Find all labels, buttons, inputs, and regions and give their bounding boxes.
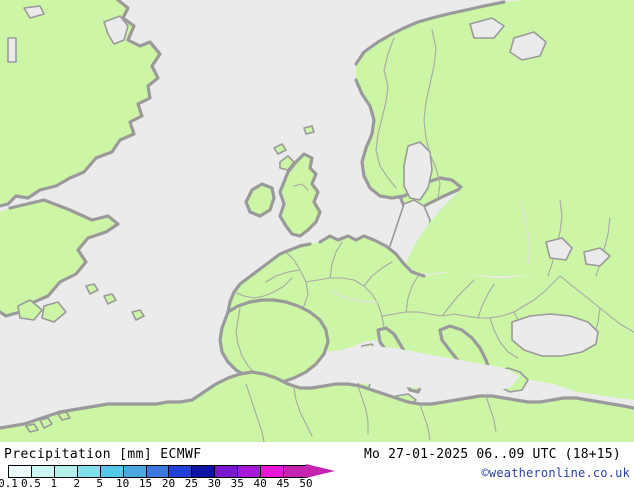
colorbar-tick-label: 20 — [161, 477, 176, 490]
precipitation-map[interactable] — [0, 0, 634, 442]
precipitation-colorbar — [8, 465, 308, 478]
colorbar-bin — [9, 466, 32, 477]
colorbar-bin — [100, 466, 124, 477]
colorbar-bin — [123, 466, 147, 477]
colorbar-tick-label: 10 — [115, 477, 130, 490]
colorbar-tick-label: 0.1 — [0, 477, 18, 490]
colorbar-bin — [215, 466, 239, 477]
landmass-eastern-europe — [406, 180, 634, 277]
landmass-north-africa — [0, 370, 634, 442]
colorbar-tick-label: 15 — [138, 477, 153, 490]
colorbar-tick-label: 40 — [253, 477, 267, 490]
colorbar-bin — [146, 466, 170, 477]
colorbar-bin — [192, 466, 216, 477]
colorbar-tick-label: 45 — [276, 477, 290, 490]
landmass-british-isles — [244, 125, 322, 238]
landmass-iberia — [218, 298, 330, 384]
landmass-atlantic-islands — [85, 283, 145, 321]
colorbar-tick-label: 2 — [73, 477, 81, 490]
legend-title: Precipitation [mm] ECMWF — [4, 447, 202, 462]
colorbar-tick-label: 0.5 — [20, 477, 41, 490]
forecast-datetime: Mo 27-01-2025 06..09 UTC (18+15) — [364, 447, 621, 462]
colorbar-bin — [284, 466, 307, 477]
colorbar-bin — [238, 466, 262, 477]
colorbar-container: 0.1 0.5 1 2 5 10 15 20 25 30 35 40 45 50 — [0, 464, 340, 490]
colorbar-tick-label: 1 — [50, 477, 58, 490]
landmass-continental-europe — [226, 234, 634, 400]
colorbar-bin — [31, 466, 55, 477]
colorbar-bin — [169, 466, 193, 477]
legend-panel: Precipitation [mm] ECMWF Mo 27-01-2025 0… — [0, 442, 634, 490]
water-black-sea — [511, 313, 599, 357]
colorbar-overflow-arrow-icon — [306, 464, 335, 478]
colorbar-tick-label: 30 — [207, 477, 221, 490]
landmass-scandinavia — [354, 0, 634, 297]
colorbar-tick-label: 50 — [299, 477, 313, 490]
landmass-greenland-south-tip — [0, 198, 120, 323]
colorbar-tick-label: 5 — [96, 477, 103, 490]
copyright-notice: ©weatheronline.co.uk — [481, 466, 630, 480]
colorbar-bin — [54, 466, 78, 477]
colorbar-tick-labels: 0.1 0.5 1 2 5 10 15 20 25 30 35 40 45 50 — [0, 477, 340, 490]
landmass-greenland — [0, 0, 162, 208]
water-mediterranean — [318, 346, 520, 392]
colorbar-tick-label: 25 — [184, 477, 198, 490]
colorbar-tick-label: 35 — [230, 477, 244, 490]
colorbar-bin — [261, 466, 285, 477]
colorbar-bin — [77, 466, 101, 477]
map-canvas — [0, 0, 634, 442]
